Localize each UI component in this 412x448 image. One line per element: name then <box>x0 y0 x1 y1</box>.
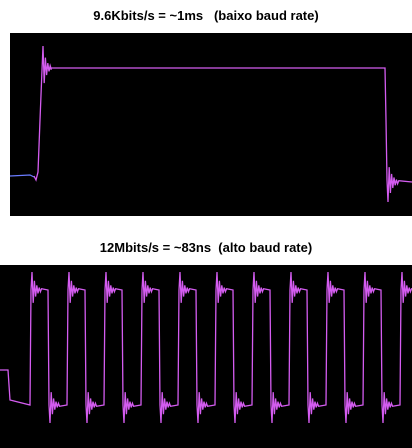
scope-screen <box>0 265 412 448</box>
caption: 9.6Kbits/s = ~1ms (baixo baud rate) <box>93 8 318 23</box>
figure: 9.6Kbits/s = ~1ms (baixo baud rate) 12Mb… <box>0 0 412 448</box>
page: 9.6Kbits/s = ~1ms (baixo baud rate) 12Mb… <box>0 0 412 448</box>
scope-screen <box>10 33 412 216</box>
caption: 12Mbits/s = ~83ns (alto baud rate) <box>100 240 312 255</box>
